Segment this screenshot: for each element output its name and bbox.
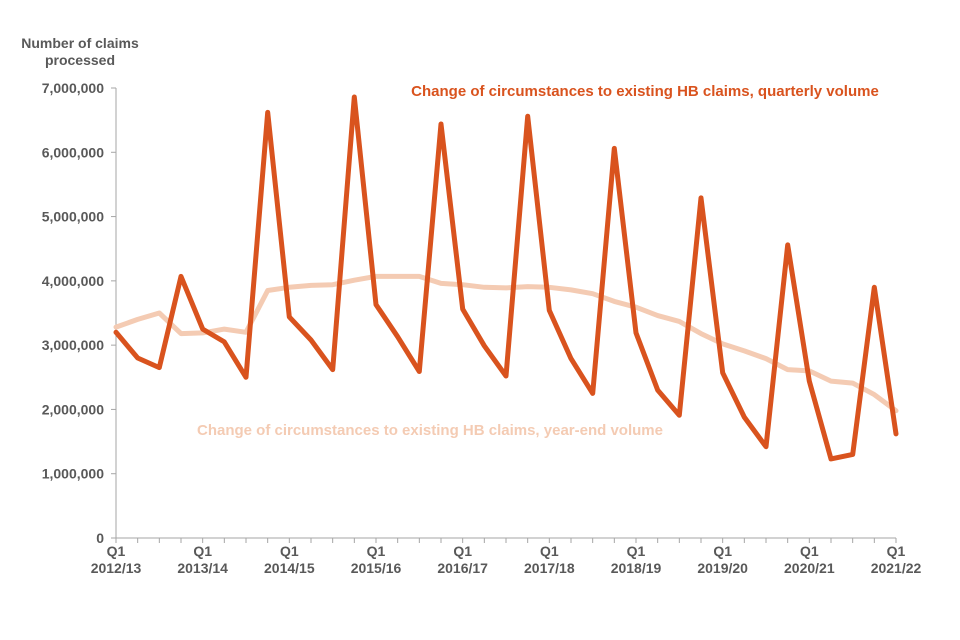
y-tick-label: 0 — [96, 530, 104, 546]
x-tick-label: 2021/22 — [871, 560, 922, 576]
series-lines — [113, 94, 899, 462]
x-tick-label: 2014/15 — [264, 560, 315, 576]
x-tick-label: 2020/21 — [784, 560, 835, 576]
series-line-year-end — [113, 273, 899, 414]
y-axis-title: Number of claims processed — [21, 35, 139, 68]
x-axis-ticks: Q12012/13Q12013/14Q12014/15Q12015/16Q120… — [91, 538, 922, 576]
x-tick-label: Q1 — [453, 543, 472, 559]
x-tick-label: 2012/13 — [91, 560, 142, 576]
x-tick-label: 2018/19 — [611, 560, 662, 576]
series-line-quarterly — [113, 94, 899, 462]
y-axis-title-line-2: processed — [45, 52, 115, 68]
x-tick-label: Q1 — [107, 543, 126, 559]
x-tick-label: Q1 — [800, 543, 819, 559]
x-tick-label: 2019/20 — [697, 560, 748, 576]
x-tick-label: Q1 — [367, 543, 386, 559]
y-tick-label: 2,000,000 — [42, 401, 104, 417]
series-label-quarterly: Change of circumstances to existing HB c… — [411, 83, 879, 100]
x-tick-label: Q1 — [713, 543, 732, 559]
series-label-year-end: Change of circumstances to existing HB c… — [197, 422, 663, 439]
x-tick-label: Q1 — [193, 543, 212, 559]
x-tick-label: 2016/17 — [437, 560, 488, 576]
y-tick-label: 6,000,000 — [42, 144, 104, 160]
x-tick-label: Q1 — [627, 543, 646, 559]
y-axis-title-line-1: Number of claims — [21, 35, 139, 51]
x-tick-label: Q1 — [540, 543, 559, 559]
y-axis-ticks: 0 1,000,000 2,000,000 3,000,000 4,000,000 5,0… — [42, 80, 116, 546]
x-tick-label: 2017/18 — [524, 560, 575, 576]
x-tick-label: 2015/16 — [351, 560, 402, 576]
y-tick-label: 5,000,000 — [42, 209, 104, 225]
x-tick-label: Q1 — [887, 543, 906, 559]
y-tick-label: 7,000,000 — [42, 80, 104, 96]
y-tick-label: 3,000,000 — [42, 337, 104, 353]
y-tick-label: 4,000,000 — [42, 273, 104, 289]
x-tick-label: Q1 — [280, 543, 299, 559]
y-tick-label: 1,000,000 — [42, 466, 104, 482]
x-tick-label: 2013/14 — [177, 560, 228, 576]
